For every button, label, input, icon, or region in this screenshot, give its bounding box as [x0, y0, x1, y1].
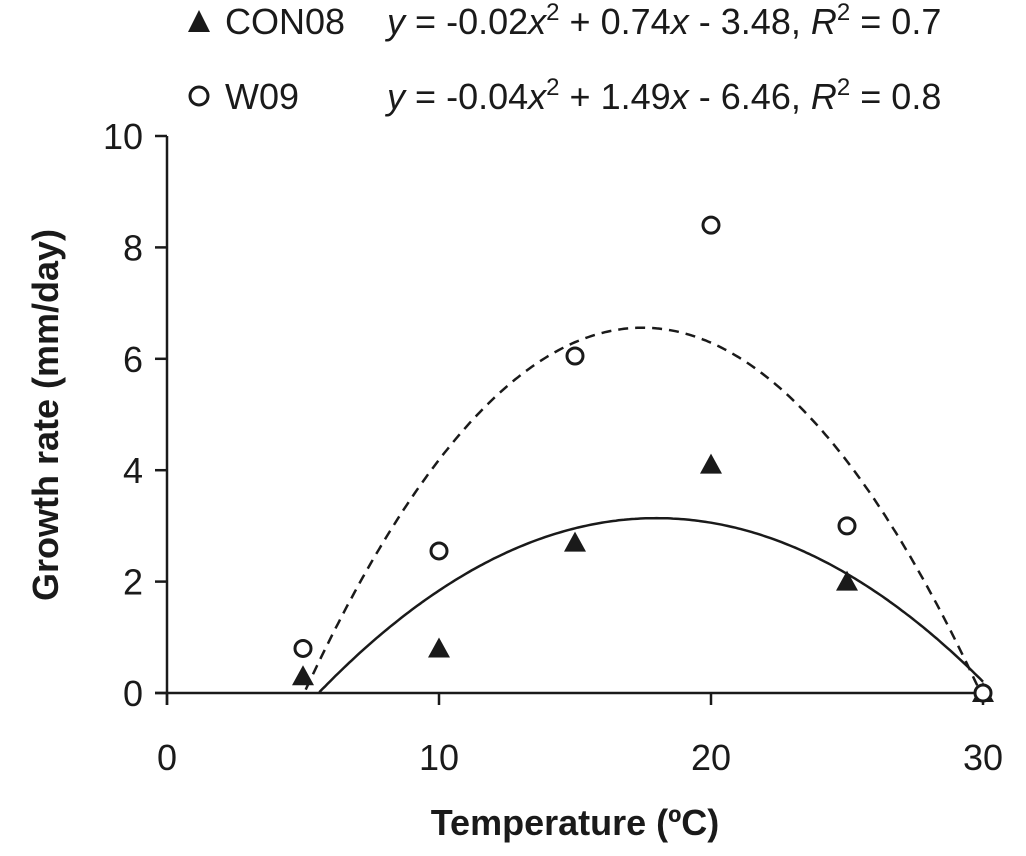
y-tick-label: 6: [123, 339, 143, 380]
y-tick-label: 0: [123, 673, 143, 714]
data-point-con08: [564, 531, 586, 552]
data-point-w09: [837, 516, 857, 536]
legend-item-con08: CON08 y = -0.02x2 + 0.74x - 3.48, R2 = 0…: [0, 0, 1026, 44]
data-point-con08: [836, 570, 858, 591]
y-axis-title: Growth rate (mm/day): [25, 229, 66, 601]
fit-curves: [304, 326, 984, 694]
filled-triangle-icon: [188, 10, 210, 32]
x-tick-label: 20: [691, 737, 731, 778]
data-point-con08: [292, 665, 314, 686]
data-point-con08: [700, 453, 722, 474]
y-tick-label: 4: [123, 450, 143, 491]
data-point-con08: [428, 637, 450, 658]
axis-labels: Temperature (ºC) Growth rate (mm/day): [25, 229, 719, 843]
legend-equation-con08: y = -0.02x2 + 0.74x - 3.48, R2 = 0.7: [387, 0, 942, 43]
legend-label-w09: W09: [225, 76, 300, 117]
data-point-w09: [565, 346, 585, 366]
y-tick-label: 8: [123, 227, 143, 268]
data-point-w09: [973, 683, 993, 703]
data-point-w09: [429, 541, 449, 561]
x-tick-label: 30: [963, 737, 1003, 778]
legend-item-w09: W09 y = -0.04x2 + 1.49x - 6.46, R2 = 0.8: [0, 75, 1026, 119]
x-axis-title: Temperature (ºC): [431, 802, 720, 843]
open-circle-icon: [188, 85, 210, 107]
data-point-w09: [701, 215, 721, 235]
y-tick-label: 2: [123, 562, 143, 603]
fit-curve-w09: [304, 326, 982, 693]
data-point-w09: [293, 638, 313, 658]
chart-axes: 0 2 4 6 8 10 0 10 20 30: [103, 116, 1003, 778]
x-tick-label: 10: [419, 737, 459, 778]
fit-curve-con08: [318, 516, 984, 694]
x-tick-label: 0: [157, 737, 177, 778]
legend-equation-w09: y = -0.04x2 + 1.49x - 6.46, R2 = 0.8: [387, 75, 942, 118]
legend-label-con08: CON08: [225, 1, 346, 42]
y-tick-label: 10: [103, 116, 143, 157]
data-points: [292, 215, 994, 703]
